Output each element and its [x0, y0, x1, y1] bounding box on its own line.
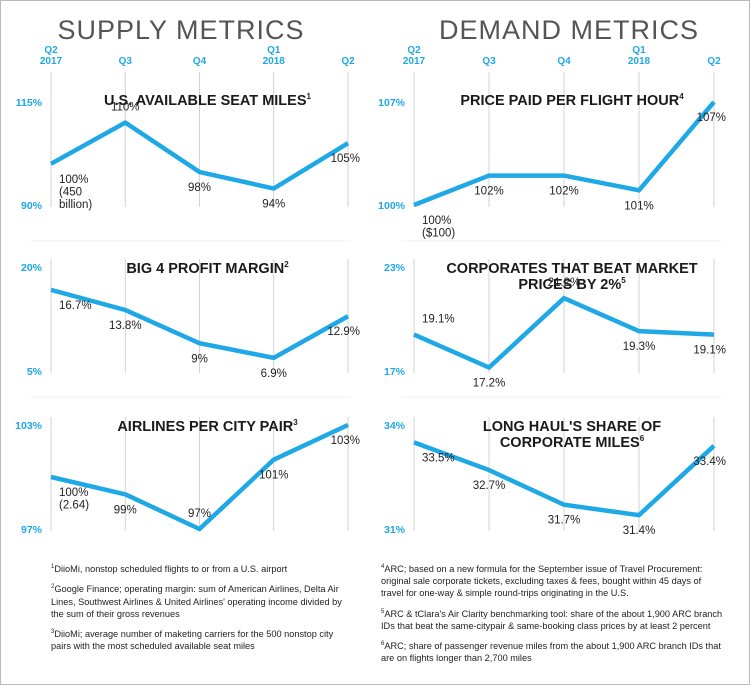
footnote-6: 6ARC; share of passenger revenue miles f… [381, 641, 721, 664]
data-label: 102% [549, 186, 578, 198]
category-label: 2017 [403, 56, 426, 67]
data-label: 9% [191, 353, 208, 365]
category-label: Q1 [632, 45, 646, 56]
y-tick-label: 31% [384, 524, 406, 536]
data-label: 31.4% [623, 525, 656, 537]
y-tick-label: 100% [378, 200, 406, 212]
chart-title: BIG 4 PROFIT MARGIN2 [126, 260, 289, 277]
y-tick-label: 23% [384, 262, 406, 274]
category-label: Q2 [407, 45, 421, 56]
category-label: Q4 [557, 56, 571, 67]
data-label: 19.1% [693, 345, 726, 357]
data-label: 100% [422, 215, 451, 227]
data-label: 17.2% [473, 378, 506, 390]
category-label: Q2 [341, 56, 355, 67]
data-label: 101% [624, 200, 653, 212]
data-label: 105% [331, 153, 360, 165]
series-line [49, 119, 350, 191]
y-tick-label: 97% [21, 524, 43, 536]
footnotes-left: 1DiioMi, nonstop scheduled flights to or… [51, 561, 351, 658]
data-label: ($100) [422, 228, 455, 240]
category-label: Q2 [707, 56, 721, 67]
y-tick-label: 115% [16, 97, 43, 109]
chart-title: AIRLINES PER CITY PAIR3 [117, 418, 298, 435]
data-label: 19.3% [623, 341, 656, 353]
data-label: 31.7% [548, 515, 581, 527]
footnote-5: 5ARC & tClara's Air Clarity benchmarking… [381, 608, 723, 631]
category-label: 2018 [628, 56, 651, 67]
data-label: 98% [188, 182, 211, 194]
data-label: 13.8% [109, 320, 142, 332]
data-label: 33.5% [422, 452, 455, 464]
series-line [413, 295, 715, 371]
category-label: 2017 [40, 56, 63, 67]
data-label: 110% [111, 102, 140, 114]
demand-metrics-heading: DEMAND METRICS [438, 15, 699, 45]
series-line [413, 100, 716, 208]
chart-title: U.S. AVAILABLE SEAT MILES1 [104, 92, 311, 109]
data-label: 99% [114, 504, 137, 516]
supply-metrics-heading: SUPPLY METRICS [57, 15, 305, 45]
category-label: Q4 [193, 56, 207, 67]
y-tick-label: 5% [27, 366, 43, 378]
y-tick-label: 107% [378, 97, 406, 109]
footnote-2: 2Google Finance; operating margin: sum o… [51, 584, 342, 619]
series-line [50, 422, 349, 532]
data-label: (2.64) [59, 500, 89, 512]
y-tick-label: 34% [384, 420, 406, 432]
y-tick-label: 17% [384, 366, 406, 378]
data-label: 100% [59, 174, 88, 186]
y-tick-label: 103% [15, 420, 43, 432]
series-line [413, 440, 716, 518]
chart-title: PRICES BY 2%5 [518, 276, 626, 293]
data-label: 32.7% [473, 480, 506, 492]
data-label: 97% [188, 508, 211, 520]
data-label: 94% [262, 199, 285, 211]
footnote-3: 3DiioMi; average number of maketing carr… [51, 628, 334, 652]
y-tick-label: 20% [21, 262, 43, 274]
data-label: 33.4% [693, 456, 726, 468]
category-label: Q3 [119, 56, 133, 67]
data-label: 102% [474, 186, 503, 198]
category-label: Q3 [482, 56, 496, 67]
footnotes-right: 4ARC; based on a new formula for the Sep… [381, 561, 726, 671]
y-tick-label: 90% [21, 200, 43, 212]
chart-title: LONG HAUL'S SHARE OF [483, 419, 661, 435]
category-label: Q2 [44, 45, 58, 56]
data-label: 19.1% [422, 314, 455, 326]
data-label: (450 [59, 186, 82, 198]
data-label: 100% [59, 487, 88, 499]
data-label: billion) [59, 199, 92, 211]
data-label: 16.7% [59, 300, 92, 312]
data-label: 21.2% [548, 277, 581, 289]
chart-title: PRICE PAID PER FLIGHT HOUR4 [460, 92, 684, 109]
footnote-4: 4ARC; based on a new formula for the Sep… [381, 564, 703, 599]
data-label: 107% [697, 112, 726, 124]
charts-area: 115% 90% Q2 2017 Q3 Q4 Q1 2018 Q2 U.S. AVAILABLE … [1, 1, 749, 546]
chart-title: CORPORATE MILES6 [500, 434, 645, 451]
data-label: 101% [259, 470, 288, 482]
series-line [50, 287, 350, 361]
chart-title: CORPORATES THAT BEAT MARKET [446, 261, 697, 277]
data-label: 6.9% [261, 368, 287, 380]
data-label: 12.9% [327, 326, 360, 338]
data-label: 103% [331, 435, 360, 447]
category-label: 2018 [263, 56, 286, 67]
footnote-1: 1DiioMi, nonstop scheduled flights to or… [51, 564, 288, 575]
category-label: Q1 [267, 45, 281, 56]
